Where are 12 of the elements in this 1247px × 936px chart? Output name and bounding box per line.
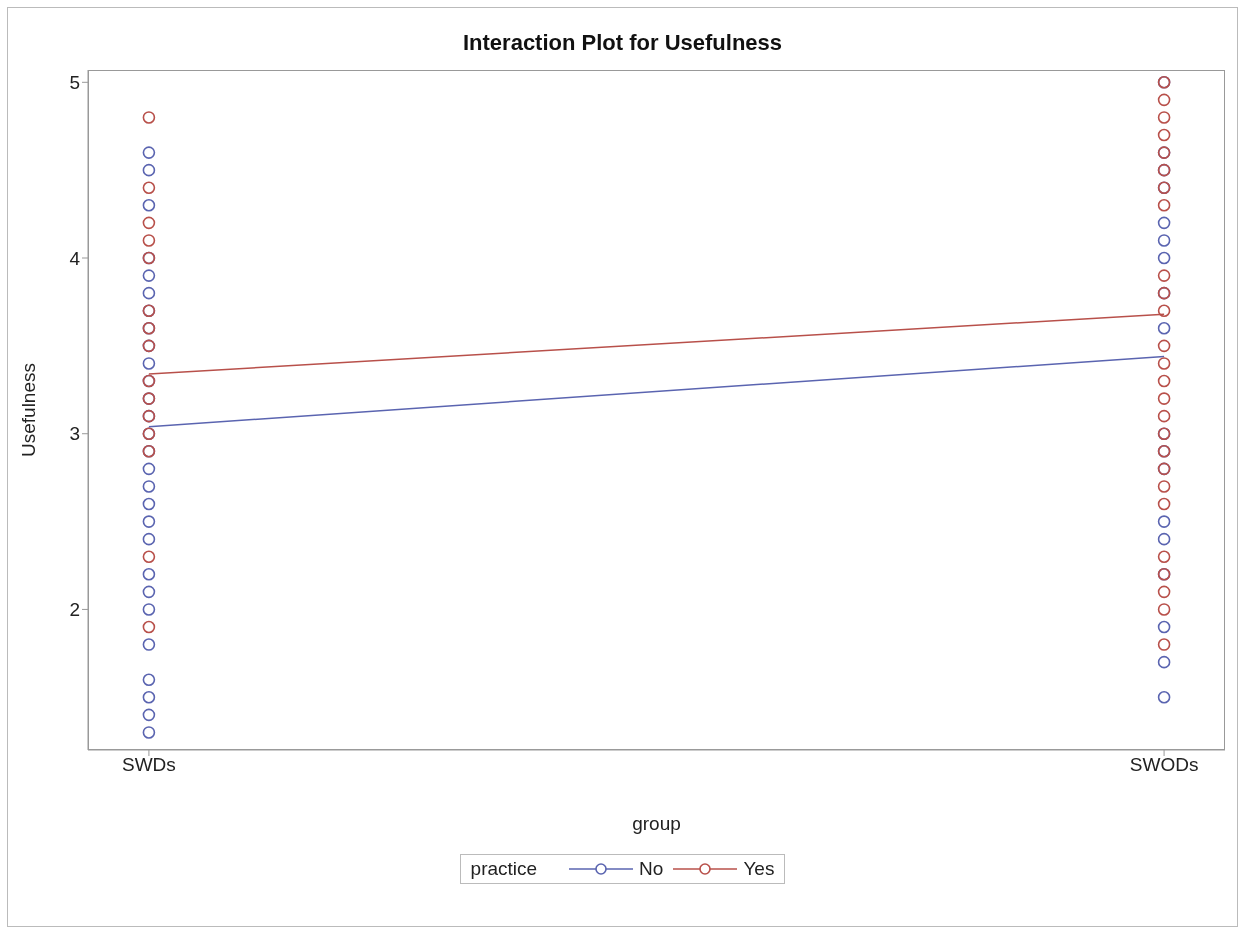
- legend-title: practice: [470, 858, 538, 880]
- legend-label: No: [639, 858, 664, 880]
- legend-label: Yes: [743, 858, 775, 880]
- y-axis-title: Usefulness: [17, 363, 39, 457]
- y-tick-label: 2: [69, 599, 80, 621]
- x-axis-title: group: [632, 813, 681, 834]
- chart-title: Interaction Plot for Usefulness: [461, 29, 784, 57]
- y-tick-label: 4: [69, 247, 81, 269]
- y-tick-label: 5: [69, 72, 80, 94]
- x-tick-label: SWODs: [1129, 754, 1199, 776]
- y-tick-label: 3: [69, 423, 80, 445]
- x-tick-label: SWDs: [122, 754, 176, 776]
